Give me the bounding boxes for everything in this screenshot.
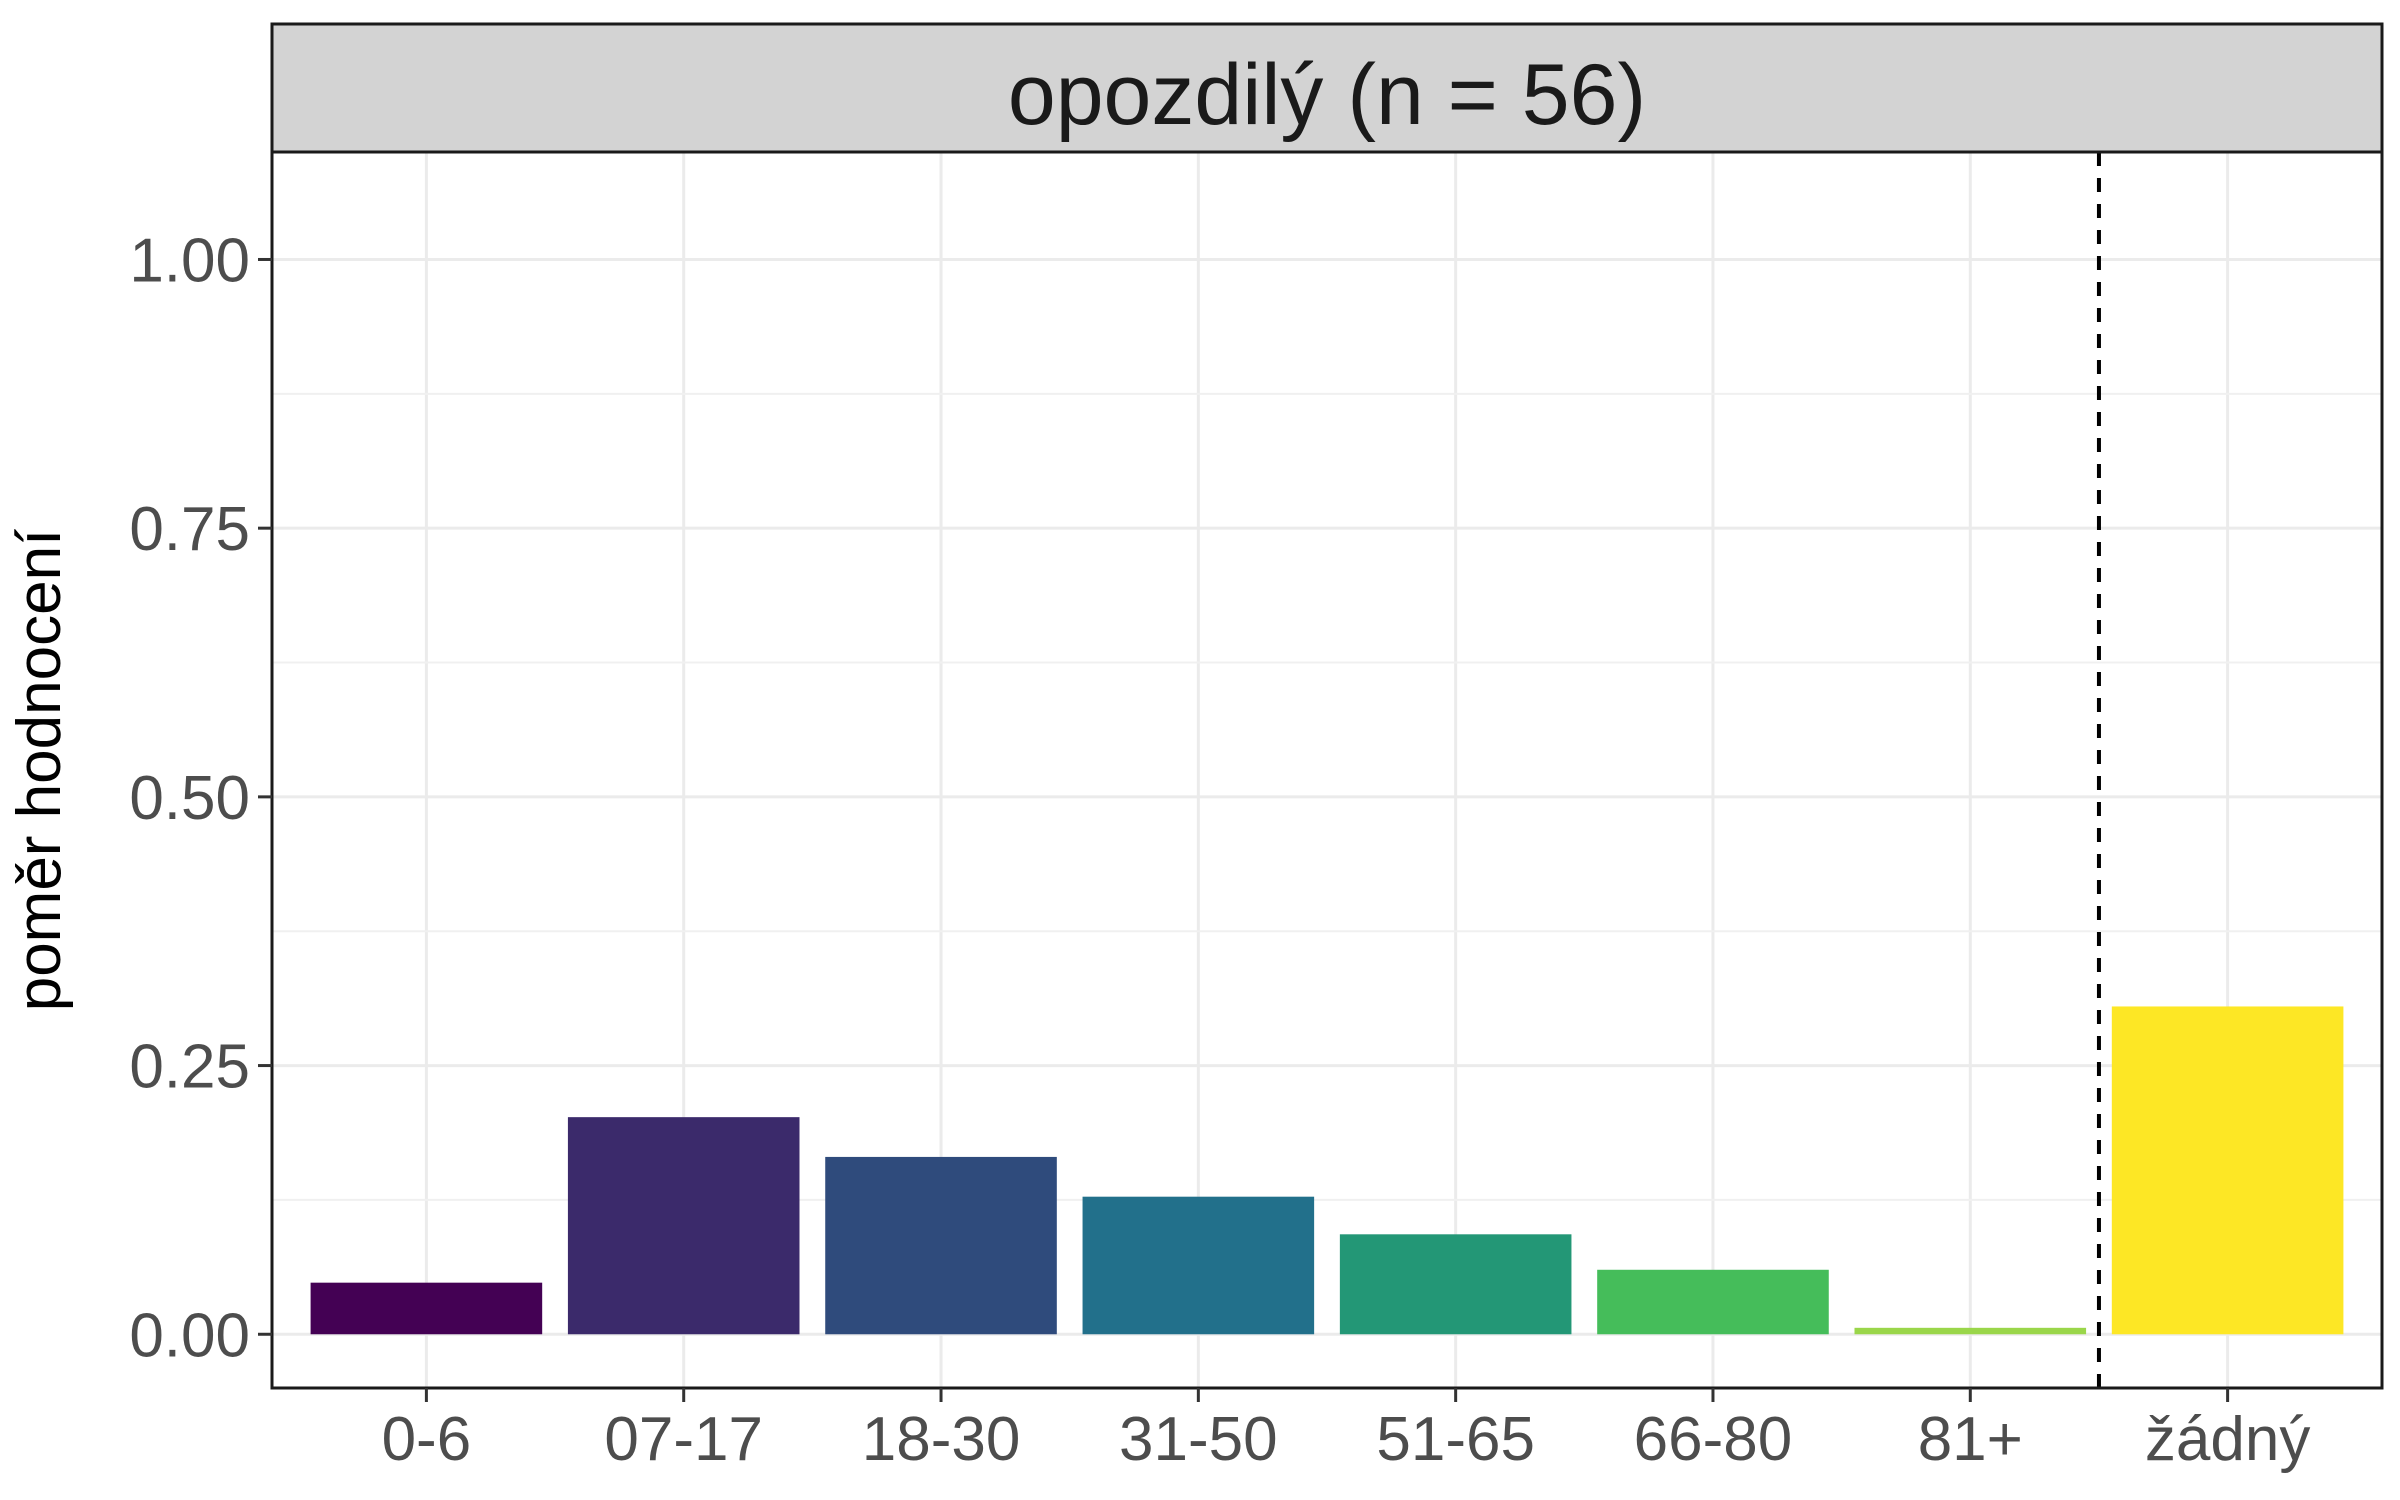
bar-51-65	[1339, 1234, 1572, 1335]
y-axis-title: poměr hodnocení	[5, 529, 74, 1012]
x-tick-label: 0-6	[382, 1405, 472, 1474]
x-tick-label: 07-17	[604, 1405, 763, 1474]
bar-81+	[1854, 1327, 2087, 1335]
bar-žádný	[2111, 1006, 2344, 1335]
panel-border	[270, 150, 2384, 1390]
x-tick-label: 81+	[1918, 1405, 2023, 1474]
x-tick-label: 31-50	[1119, 1405, 1278, 1474]
y-tick-label: 1.00	[129, 226, 250, 295]
bar-66-80	[1597, 1269, 1829, 1335]
bar-18-30	[825, 1156, 1057, 1335]
bar-31-50	[1082, 1196, 1315, 1335]
y-tick-label: 0.00	[129, 1301, 250, 1370]
x-tick-label: 18-30	[862, 1405, 1021, 1474]
bars	[310, 1006, 2344, 1335]
bar-07-17	[567, 1117, 800, 1335]
chart-title: opozdilý (n = 56)	[1008, 47, 1646, 143]
strip-background	[270, 22, 2384, 154]
y-tick-label: 0.75	[129, 495, 250, 564]
y-tick-label: 0.25	[129, 1033, 250, 1102]
x-axis: 0-6 07-17 18-30 31-50 51-65 66-80 81+ žádný	[382, 1388, 2310, 1474]
y-axis: 0.00 0.25 0.50 0.75 1.00	[129, 226, 272, 1370]
x-tick-label: žádný	[2145, 1405, 2310, 1474]
y-tick-label: 0.50	[129, 764, 250, 833]
x-tick-label: 66-80	[1634, 1405, 1793, 1474]
x-tick-label: 51-65	[1376, 1405, 1535, 1474]
bar-0-6	[310, 1282, 543, 1335]
